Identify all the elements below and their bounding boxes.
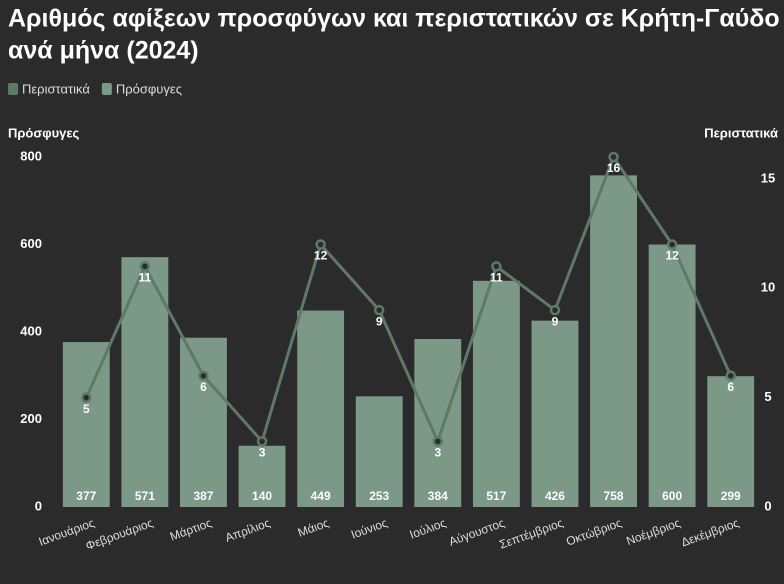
y2-tick-label: 15: [761, 170, 775, 185]
bar: [297, 310, 345, 507]
line-point: [549, 304, 561, 316]
bar-value-label: 571: [135, 489, 155, 503]
line-value-label: 12: [314, 249, 328, 263]
line-point: [491, 261, 502, 272]
y-tick-label: 600: [20, 236, 42, 251]
line-point: [81, 392, 92, 403]
line-value-label: 12: [665, 249, 679, 263]
y-tick-label: 800: [20, 148, 42, 163]
line-value-label: 3: [434, 446, 441, 460]
bar-value-label: 426: [545, 489, 565, 503]
bar-value-label: 253: [369, 489, 389, 503]
x-tick-label: Αύγουστος: [447, 516, 507, 549]
x-tick-label: Σεπτέμβριος: [497, 516, 565, 552]
y2-tick-label: 0: [764, 498, 771, 513]
x-tick-label: Δεκέμβριος: [679, 516, 741, 550]
line-point: [432, 436, 444, 447]
bar: [648, 244, 696, 507]
y2-axis-title: Περιστατικά: [704, 125, 778, 140]
legend-swatch: [101, 83, 112, 95]
line-value-label: 6: [200, 380, 207, 394]
line-point: [198, 370, 209, 381]
bar-value-label: 299: [721, 489, 741, 503]
line-point: [256, 436, 268, 447]
bar: [590, 175, 637, 507]
chart-subtitle: ανά μήνα (2024): [8, 37, 199, 65]
bar-value-label: 600: [662, 489, 682, 503]
y-axis-title: Πρόσφυγες: [8, 125, 80, 140]
line-value-label: 9: [552, 314, 559, 328]
legend-swatch: [8, 83, 18, 95]
line-point: [373, 304, 385, 316]
bar-value-label: 517: [486, 489, 506, 503]
line-value-label: 6: [727, 380, 734, 394]
bar-value-label: 758: [604, 489, 624, 503]
bar: [62, 342, 110, 507]
line-point: [725, 370, 736, 381]
line-value-label: 9: [376, 314, 383, 328]
x-tick-label: Απρίλιος: [223, 516, 272, 545]
bar-value-label: 140: [252, 489, 272, 503]
y-tick-label: 200: [20, 411, 42, 426]
line-value-label: 11: [139, 271, 152, 285]
bar: [414, 339, 462, 507]
x-tick-label: Ιούλιος: [408, 516, 448, 542]
x-tick-label: Φεβρουάριος: [84, 516, 155, 553]
line-value-label: 11: [490, 271, 503, 285]
line: [84, 153, 733, 446]
line-value-label: 5: [83, 402, 90, 416]
line-point: [608, 151, 619, 163]
y-tick-label: 400: [20, 323, 42, 338]
line-value-label: 3: [259, 446, 266, 460]
x-tick-label: Ιούνιος: [349, 516, 389, 542]
bar-value-label: 384: [428, 489, 448, 503]
bar: [472, 280, 520, 507]
legend-label: Περιστατικά: [22, 81, 90, 96]
x-tick-label: Οκτώβριος: [564, 516, 624, 549]
legend-label: Πρόσφυγες: [116, 81, 182, 96]
bar-value-label: 377: [76, 489, 96, 503]
y2-tick-label: 10: [761, 280, 775, 295]
bar: [707, 376, 755, 507]
bar-value-label: 387: [193, 489, 213, 503]
bar-value-label: 449: [311, 489, 331, 503]
chart-title: Αριθμός αφίξεων προσφύγων και περιστατικ…: [8, 5, 780, 33]
x-tick-label: Μάιος: [296, 516, 331, 540]
bar: [238, 445, 286, 507]
x-tick-label: Μάρτιος: [168, 516, 214, 544]
line-point: [315, 239, 326, 250]
bar: [355, 396, 403, 507]
x-tick-label: Νοέμβριος: [624, 516, 682, 549]
y-tick-label: 0: [35, 498, 42, 513]
line-point: [666, 239, 678, 250]
line-value-label: 16: [607, 161, 621, 175]
bar: [531, 320, 579, 507]
y2-tick-label: 5: [764, 389, 771, 404]
line-point: [139, 261, 151, 272]
bar: [180, 337, 227, 507]
